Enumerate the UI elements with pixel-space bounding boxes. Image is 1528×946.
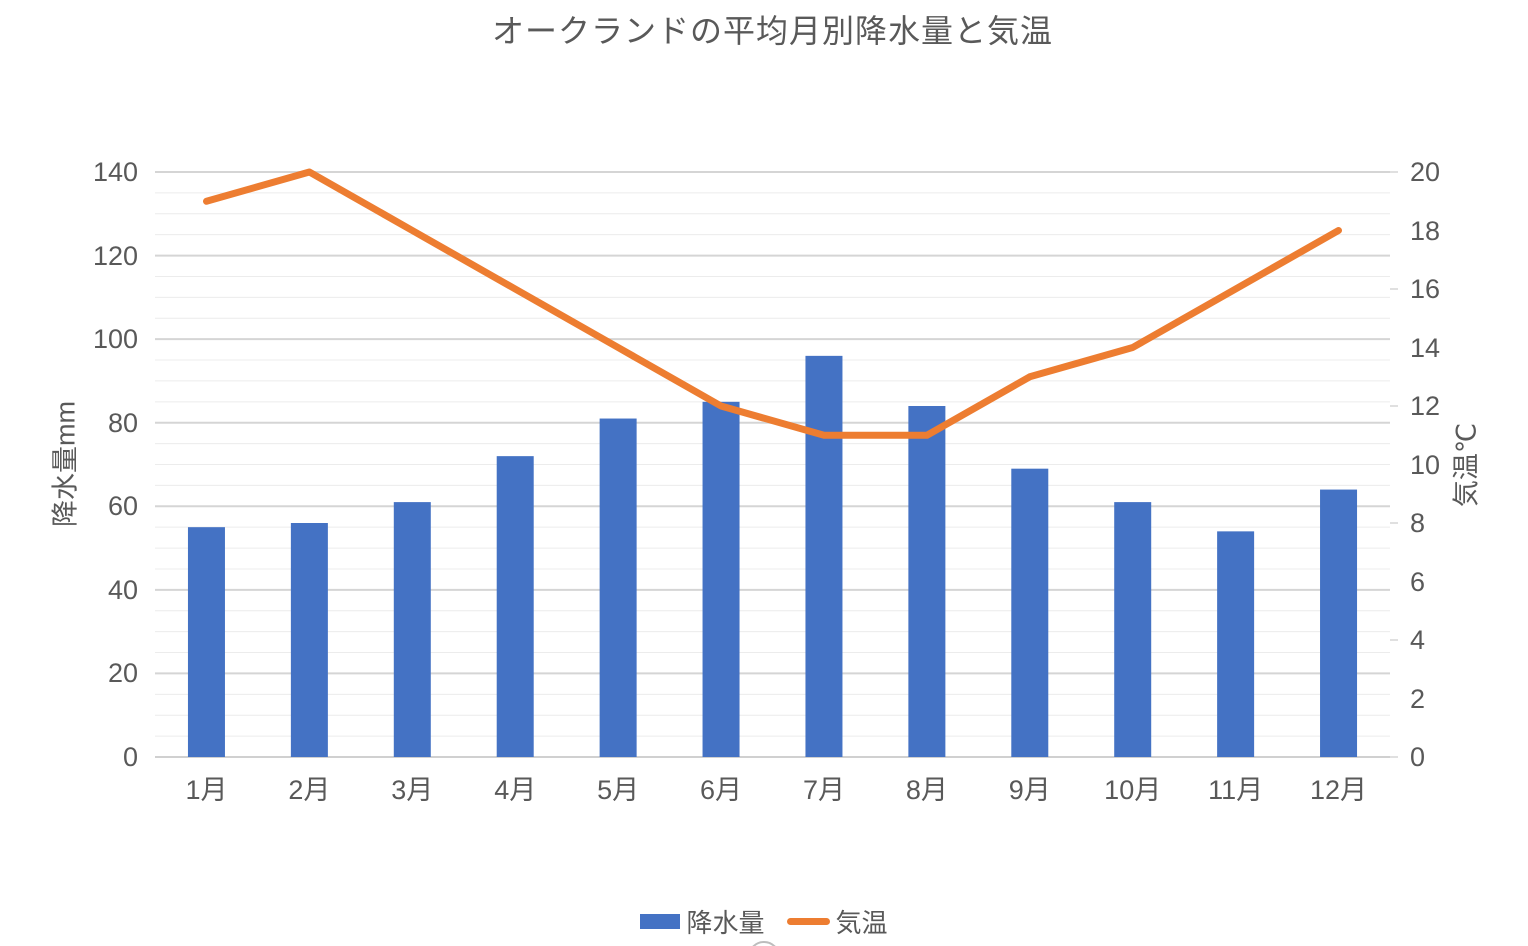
temperature-line[interactable] (203, 168, 1342, 439)
x-tick-label: 8月 (905, 775, 948, 805)
bar-1月[interactable] (187, 527, 225, 757)
y-right-tick-label: 14 (1410, 332, 1441, 363)
y-left-tick-label: 120 (92, 240, 138, 271)
bar-12月[interactable] (1320, 489, 1358, 757)
x-tick-label: 12月 (1310, 775, 1368, 805)
bar-7月[interactable] (805, 355, 843, 757)
x-tick-label: 5月 (597, 775, 640, 805)
y-right-tick-label: 20 (1410, 157, 1441, 187)
bar-9月[interactable] (1011, 468, 1049, 757)
bar-2月[interactable] (290, 523, 328, 757)
x-tick-label: 4月 (494, 775, 537, 805)
x-tick-label: 3月 (391, 775, 434, 805)
x-tick-label: 11月 (1208, 775, 1264, 805)
legend-item-precipitation[interactable]: 降水量 (640, 903, 765, 940)
bar-3月[interactable] (393, 502, 431, 757)
y-right-tick-label: 0 (1410, 742, 1426, 772)
y-right-tick-label: 4 (1410, 625, 1426, 655)
precipitation-bars[interactable] (187, 355, 1358, 757)
y-right-tick-label: 12 (1410, 391, 1441, 421)
y-right-tick-label: 18 (1410, 215, 1441, 246)
y-left-tick-label: 100 (92, 324, 138, 355)
y-left-tick-label: 20 (107, 658, 138, 689)
chart-title: オークランドの平均月別降水量と気温 (491, 13, 1053, 49)
y-right-tick-label: 8 (1410, 508, 1426, 538)
x-tick-label: 2月 (288, 775, 331, 805)
temperature-line-swatch-icon (786, 917, 830, 925)
legend-label-precipitation: 降水量 (686, 907, 765, 938)
gridlines-major (155, 171, 1390, 675)
bar-5月[interactable] (599, 418, 637, 757)
x-tick-label: 9月 (1008, 775, 1051, 805)
y-right-tick-label: 16 (1410, 274, 1441, 304)
y-left-tick-label: 0 (122, 742, 138, 772)
y-left-tick-label: 80 (107, 407, 138, 438)
precipitation-bar-swatch-icon (640, 913, 681, 929)
right-axis-ticks (1390, 171, 1398, 758)
x-tick-label: 7月 (802, 775, 845, 805)
y-left-tick-label: 40 (107, 574, 138, 605)
bar-11月[interactable] (1217, 531, 1255, 757)
x-tick-label: 6月 (700, 775, 743, 805)
x-tick-label: 1月 (185, 775, 228, 805)
bar-8月[interactable] (908, 406, 946, 757)
legend: 降水量 気温 (0, 903, 1528, 939)
x-tick-label: 10月 (1104, 775, 1162, 805)
y-left-tick-label: 60 (107, 491, 138, 522)
y-left-tick-label: 140 (92, 157, 138, 187)
y-right-tick-label: 10 (1410, 449, 1441, 480)
gridlines-minor (155, 192, 1390, 737)
legend-label-temperature: 気温 (835, 907, 888, 938)
bar-4月[interactable] (496, 456, 534, 757)
bar-6月[interactable] (702, 401, 740, 757)
y-right-tick-label: 6 (1410, 566, 1426, 597)
bar-10月[interactable] (1114, 502, 1152, 757)
y-right-tick-label: 2 (1410, 683, 1426, 714)
legend-item-temperature[interactable]: 気温 (786, 903, 888, 940)
